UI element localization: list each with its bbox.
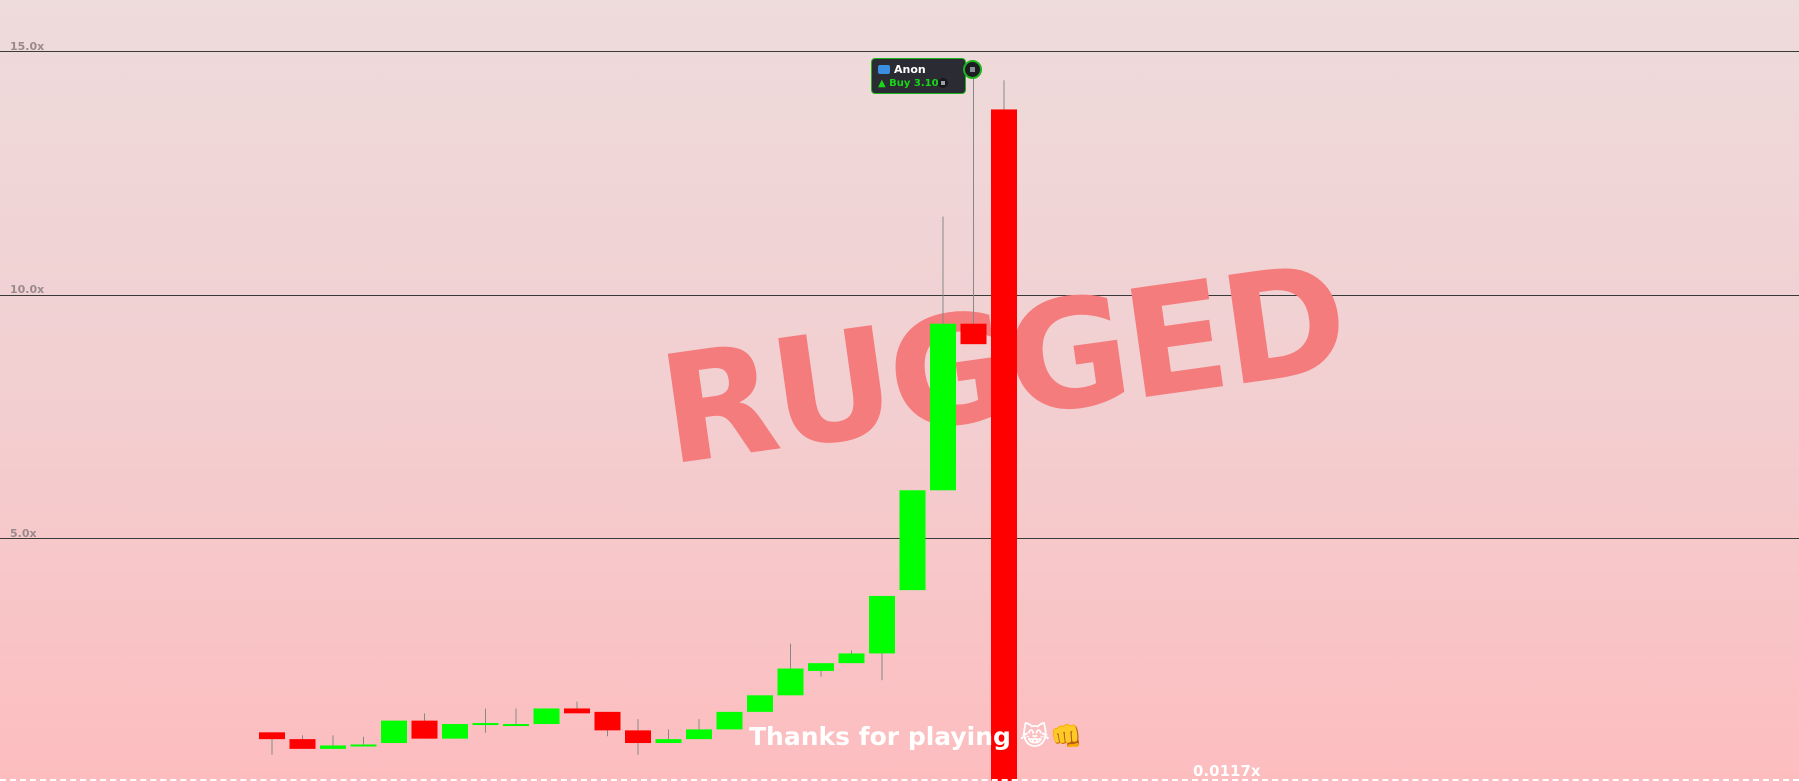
candle-up	[838, 653, 865, 664]
candle-up	[472, 723, 499, 726]
y-tick-label-10x: 10.0x	[10, 283, 45, 296]
current-price-line	[0, 779, 1799, 781]
candle-down	[289, 739, 316, 749]
trade-user-name: Anon	[894, 63, 926, 76]
candle-down	[991, 109, 1017, 781]
trade-action-text: Buy 3.109	[889, 78, 946, 89]
candle-up	[930, 323, 956, 491]
candle-up	[808, 663, 834, 671]
candle-up	[442, 724, 468, 739]
crown-icon	[878, 65, 890, 74]
trade-marker-icon[interactable]	[963, 60, 982, 79]
thanks-message: Thanks for playing 😹👊	[749, 722, 1082, 752]
candle-up	[655, 739, 682, 744]
cat-fist-emoji-icon: 😹👊	[1019, 722, 1083, 752]
candle-up	[869, 595, 895, 654]
candle-down	[960, 323, 987, 345]
candle-up	[533, 708, 560, 725]
candle-up	[350, 744, 377, 747]
candle-up	[899, 490, 926, 591]
trade-action: ▲ Buy 3.109	[878, 78, 946, 89]
candle-up	[320, 745, 346, 749]
current-price-label: 0.0117x	[1193, 762, 1261, 780]
thanks-text: Thanks for playing	[749, 722, 1011, 751]
candle-up	[503, 724, 529, 727]
candle-up	[381, 720, 407, 744]
trade-tooltip[interactable]: Anon ▲ Buy 3.109	[871, 58, 966, 94]
gridline-10x	[0, 295, 1799, 296]
candle-down	[594, 711, 621, 731]
candle-up	[686, 729, 712, 740]
token-icon	[938, 78, 948, 88]
candle-down	[625, 730, 651, 744]
y-tick-label-15x: 15.0x	[10, 40, 45, 53]
candle-up	[716, 711, 743, 730]
candle-down	[259, 732, 285, 740]
candle-down	[411, 720, 438, 739]
candle-down	[564, 708, 590, 714]
y-tick-label-5x: 5.0x	[10, 527, 37, 540]
candle-up	[777, 668, 804, 696]
gridline-15x	[0, 51, 1799, 52]
candle-up	[747, 695, 773, 712]
